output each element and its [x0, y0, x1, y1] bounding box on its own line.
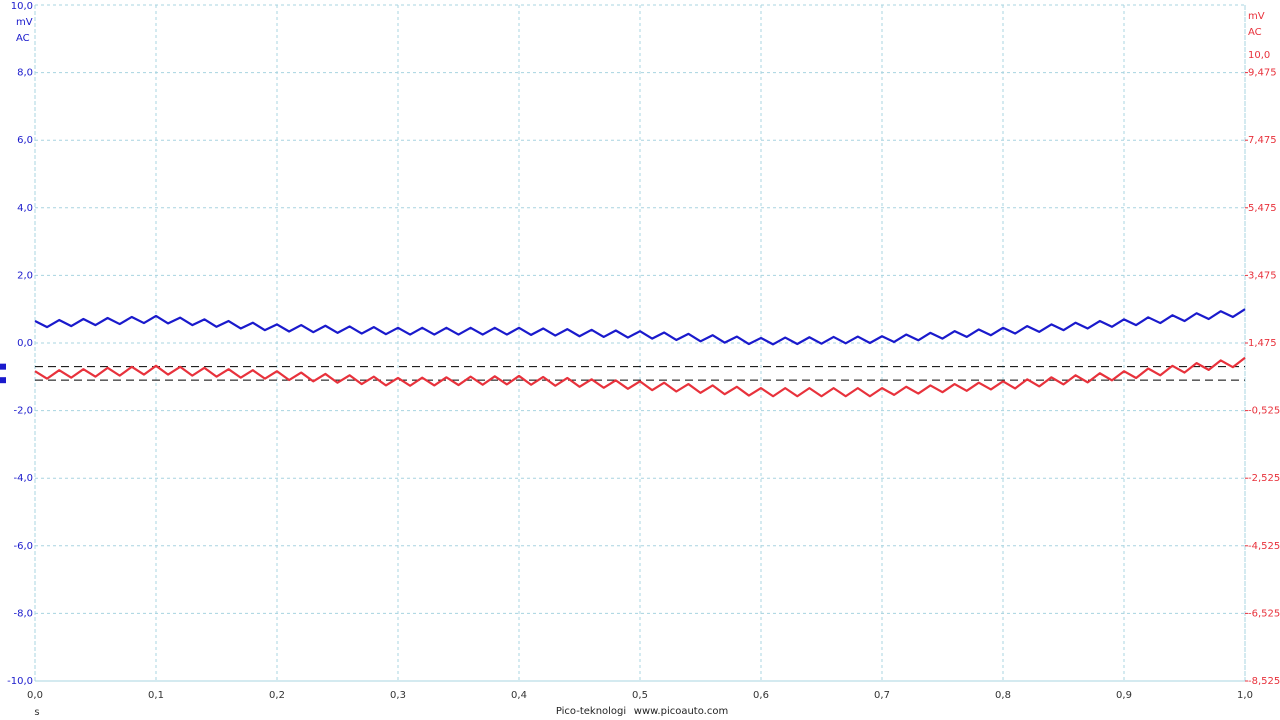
- x-tick-label: 0,0: [27, 690, 43, 701]
- y2-tick-label: 7,475: [1248, 135, 1277, 146]
- y-tick-label: 4,0: [17, 203, 33, 214]
- y-tick-label: 2,0: [17, 270, 33, 281]
- right-coupling: AC: [1248, 27, 1262, 38]
- x-tick-label: 1,0: [1237, 690, 1253, 701]
- left-top-label: 10,0: [11, 1, 33, 12]
- y2-tick-label: 5,475: [1248, 203, 1277, 214]
- y2-tick-label: -6,525: [1248, 608, 1280, 619]
- y2-tick-label: 3,475: [1248, 270, 1277, 281]
- footer-company: Pico-teknologi: [556, 706, 626, 717]
- right-unit: mV: [1248, 11, 1265, 22]
- x-tick-label: 0,7: [874, 690, 890, 701]
- y-tick-label: -4,0: [13, 473, 33, 484]
- x-tick-label: 0,4: [511, 690, 527, 701]
- trace: [34, 356, 1246, 398]
- y-tick-label: 6,0: [17, 135, 33, 146]
- left-coupling: AC: [16, 33, 30, 44]
- ruler-handle: [0, 377, 6, 384]
- y-tick-label: -6,0: [13, 541, 33, 552]
- x-unit: s: [34, 707, 39, 718]
- y-tick-label: -8,0: [13, 608, 33, 619]
- y2-tick-label: -8,525: [1248, 676, 1280, 687]
- left-unit: mV: [16, 17, 33, 28]
- footer-url: www.picoauto.com: [634, 706, 728, 717]
- x-tick-label: 0,2: [269, 690, 285, 701]
- x-tick-label: 0,1: [148, 690, 164, 701]
- x-tick-label: 0,9: [1116, 690, 1132, 701]
- y2-tick-label: 1,475: [1248, 338, 1277, 349]
- trace: [34, 308, 1246, 346]
- y2-tick-label: -2,525: [1248, 473, 1280, 484]
- y-tick-label: -2,0: [13, 406, 33, 417]
- y2-tick-label: -4,525: [1248, 541, 1280, 552]
- x-tick-label: 0,8: [995, 690, 1011, 701]
- y-tick-label: 8,0: [17, 68, 33, 79]
- x-tick-label: 0,5: [632, 690, 648, 701]
- y2-tick-label: -0,525: [1248, 406, 1280, 417]
- x-tick-label: 0,6: [753, 690, 769, 701]
- y-tick-label: 0,0: [17, 338, 33, 349]
- y2-tick-label: 9,475: [1248, 68, 1277, 79]
- y-tick-label: -10,0: [7, 676, 33, 687]
- right-range: 10,0: [1248, 50, 1270, 61]
- x-tick-label: 0,3: [390, 690, 406, 701]
- ruler-handle: [0, 363, 6, 370]
